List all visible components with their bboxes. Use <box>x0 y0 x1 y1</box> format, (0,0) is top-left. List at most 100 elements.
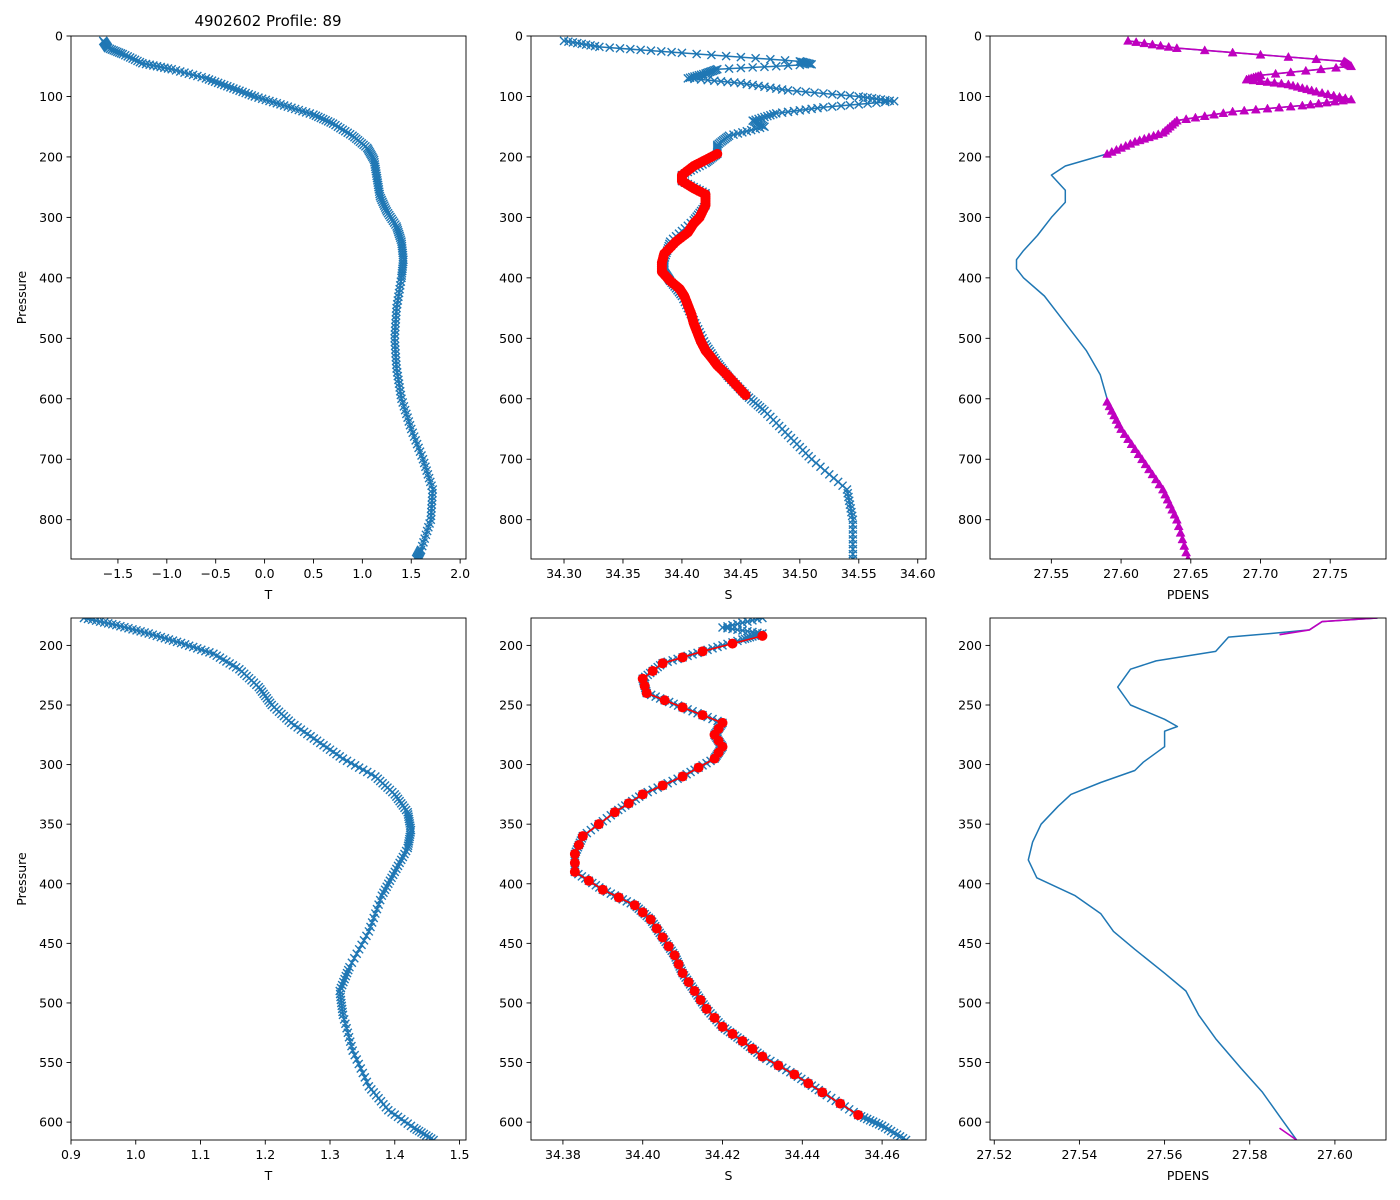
top-pdens-PDENS_qc_upper-markers <box>1102 36 1357 158</box>
top-salinity-S-point-21 <box>751 53 761 63</box>
top-pdens-PDENS_qc_lower-point-27 <box>1177 534 1188 544</box>
bottom-pdens-xtick-label-0: 27.52 <box>976 1147 1012 1162</box>
bottom-temperature-T-point-146 <box>359 935 369 945</box>
top-temperature-T-point-55 <box>247 90 257 100</box>
bottom-pdens-ytick-label-3: 350 <box>958 817 982 832</box>
top-salinity-S-point-93 <box>845 100 855 110</box>
top-pdens-PDENS_qc_upper-point-63 <box>1199 111 1210 120</box>
top-salinity-S-point-94 <box>836 101 846 111</box>
top-temperature-T-point-74 <box>313 112 323 122</box>
top-temperature-T-point-79 <box>326 118 336 128</box>
top-salinity-S-point-95 <box>827 102 837 112</box>
bottom-salinity-S_qc-point-52 <box>757 1051 768 1062</box>
top-temperature-T-point-172 <box>391 318 401 328</box>
bottom-pdens-xtick-label-3: 27.58 <box>1232 1147 1268 1162</box>
top-salinity-S-point-77 <box>827 89 837 99</box>
top-salinity-S-point-35 <box>771 61 781 71</box>
bottom-temperature-T-point-167 <box>338 1007 348 1017</box>
bottom-salinity-S_qc-point-0 <box>757 630 768 641</box>
top-temperature-T-point-22 <box>132 56 142 66</box>
bottom-salinity-xlabel: S <box>725 1168 733 1183</box>
top-pdens-PDENS_qc_upper-point-33 <box>1262 76 1273 86</box>
top-pdens-PDENS_qc_upper-point-55 <box>1285 101 1296 111</box>
bottom-salinity-xtick-label-4: 34.46 <box>864 1147 900 1162</box>
bottom-temperature-T-point-158 <box>337 980 347 990</box>
top-temperature-T-point-218 <box>427 492 437 502</box>
bottom-salinity-S_qc-point-30 <box>569 866 580 877</box>
top-pdens-PDENS_qc_lower-point-28 <box>1179 540 1190 550</box>
top-pdens-PDENS_qc_upper-point-57 <box>1262 103 1273 113</box>
bottom-pdens-ytick-label-7: 550 <box>958 1055 982 1070</box>
top-pdens-PDENS_qc_upper-point-31 <box>1248 75 1259 85</box>
bottom-salinity-S_qc-point-56 <box>817 1087 828 1098</box>
bottom-pdens-PDENS_qc_lower-line <box>1279 1127 1298 1140</box>
top-temperature-T-point-174 <box>390 326 400 336</box>
bottom-salinity-S_qc-point-31 <box>583 875 594 886</box>
top-salinity-S-point-38 <box>736 63 746 73</box>
top-pdens-PDENS_qc_upper-point-53 <box>1305 99 1316 109</box>
top-pdens-PDENS_qc_lower-point-24 <box>1171 514 1182 524</box>
top-temperature-panel: −1.5 −1.0 −0.5 0.0 0.5 1.0 1.5 2.0 0 100 200 300 400… <box>14 29 470 603</box>
top-pdens-PDENS_qc_upper-point-23 <box>1270 68 1281 78</box>
top-pdens-xtick-label-2: 27.65 <box>1173 566 1209 581</box>
top-pdens-xtick-label-3: 27.70 <box>1243 566 1279 581</box>
bottom-temperature-ylabel: Pressure <box>14 852 29 906</box>
top-temperature-T-point-240 <box>411 554 421 559</box>
top-salinity-S-point-92 <box>854 99 864 109</box>
top-pdens-PDENS_qc_lower-markers <box>1102 396 1192 559</box>
top-pdens-ytick-label-7: 700 <box>958 452 982 467</box>
top-salinity-S-point-73 <box>792 86 802 96</box>
bottom-temperature-T-point-150 <box>349 953 359 963</box>
bottom-pdens-ytick-label-1: 250 <box>958 698 982 713</box>
top-salinity-xtick-label-5: 34.55 <box>841 566 877 581</box>
top-pdens-ytick-label-0: 0 <box>974 29 982 44</box>
top-salinity-S-line <box>563 40 895 559</box>
top-temperature-ytick-label-8: 800 <box>39 512 63 527</box>
top-pdens-ytick-label-4: 400 <box>958 270 982 285</box>
top-temperature-T-point-216 <box>428 484 438 494</box>
top-pdens-PDENS_qc_lower-point-15 <box>1147 469 1158 479</box>
top-temperature-ytick-label-4: 400 <box>39 270 63 285</box>
top-salinity-S-point-106 <box>765 110 775 120</box>
bottom-salinity-xtick-label-0: 34.38 <box>545 1147 581 1162</box>
bottom-salinity-ytick-label-6: 500 <box>499 995 523 1010</box>
bottom-temperature-T-point-179 <box>354 1059 364 1069</box>
top-temperature-T-point-221 <box>427 503 437 513</box>
bottom-temperature-xlabel: T <box>264 1168 273 1183</box>
top-temperature-T-point-217 <box>428 488 438 498</box>
bottom-temperature-xtick-label-1: 1.0 <box>126 1147 146 1162</box>
top-temperature-T-point-77 <box>321 115 331 125</box>
bottom-pdens-ytick-label-0: 200 <box>958 638 982 653</box>
top-pdens-PDENS_qc_lower-point-8 <box>1123 434 1133 443</box>
top-temperature-T-point-181 <box>391 352 401 362</box>
top-pdens-PDENS_qc_upper-point-44 <box>1322 89 1333 99</box>
figure-title: 4902602 Profile: 89 <box>194 12 341 30</box>
top-pdens-PDENS_qc_upper-point-42 <box>1311 86 1322 96</box>
bottom-salinity-S_qc-point-55 <box>803 1078 814 1089</box>
top-pdens-PDENS_qc_upper-point-22 <box>1285 67 1296 77</box>
top-pdens-PDENS_qc_upper-point-65 <box>1181 114 1192 123</box>
bottom-temperature-T-point-182 <box>360 1072 370 1082</box>
top-pdens-plot-area <box>1015 36 1357 559</box>
top-temperature-plot-area <box>98 36 438 559</box>
bottom-salinity-S_qc-point-21 <box>657 780 668 791</box>
bottom-salinity-S_qc-point-35 <box>637 907 648 918</box>
top-pdens-PDENS_qc_upper-point-43 <box>1317 87 1328 97</box>
top-salinity-xlabel: S <box>725 587 733 602</box>
bottom-salinity-S_qc-point-24 <box>609 807 620 818</box>
top-pdens-PDENS_qc_lower-point-9 <box>1126 439 1137 448</box>
top-temperature-T-point-54 <box>244 89 254 99</box>
top-pdens-PDENS_qc_upper-point-59 <box>1239 105 1250 115</box>
bottom-temperature-T-point-149 <box>352 949 362 959</box>
top-salinity-S-point-23 <box>780 55 790 65</box>
top-salinity-S-point-78 <box>836 90 846 100</box>
bottom-salinity-S_qc-point-3 <box>677 652 688 663</box>
bottom-salinity-S_qc-point-29 <box>569 857 580 868</box>
top-temperature-T-point-73 <box>311 111 321 121</box>
bottom-salinity-S_qc-point-58 <box>853 1109 864 1120</box>
bottom-pdens-axes-frame <box>989 617 1387 1141</box>
top-salinity-S-point-105 <box>768 109 778 119</box>
bottom-salinity-S_qc-point-19 <box>693 762 704 773</box>
top-pdens-PDENS_qc_upper-point-52 <box>1313 98 1324 108</box>
